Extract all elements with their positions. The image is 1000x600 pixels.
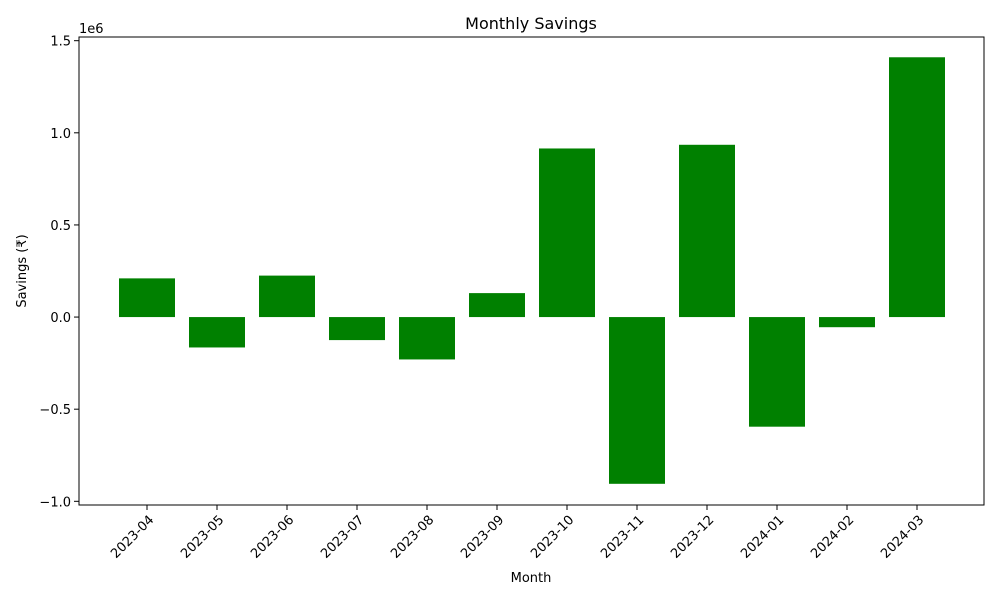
bar-2023-09	[469, 293, 525, 318]
x-tick-label: 2023-04	[108, 513, 157, 562]
y-ticks-group: −1.0 −0.5 0.0 0.5 1.0 1.5	[39, 35, 79, 510]
y-tick-label: 1.0	[50, 127, 71, 142]
y-tick-label: −1.0	[39, 495, 71, 510]
y-offset-label: 1e6	[79, 22, 104, 37]
x-tick-label: 2024-01	[738, 513, 787, 562]
x-tick-label: 2023-09	[458, 513, 507, 562]
x-ticks-group: 2023-04 2023-05 2023-06 2023-07 2023-08 2023-…	[108, 505, 927, 562]
x-tick-label: 2024-02	[808, 513, 857, 562]
bar-2024-02	[819, 317, 875, 328]
y-axis-label: Savings (₹)	[15, 234, 30, 307]
x-tick-label: 2023-11	[598, 513, 647, 562]
x-tick-label: 2023-12	[668, 513, 717, 562]
bar-2023-12	[679, 144, 735, 318]
y-tick-label: −0.5	[39, 403, 71, 418]
chart-title: Monthly Savings	[465, 14, 597, 33]
x-tick-label: 2024-03	[878, 513, 927, 562]
bar-2023-06	[259, 275, 315, 318]
bar-2023-07	[329, 317, 385, 341]
x-tick-label: 2023-08	[388, 513, 437, 562]
y-tick-label: 0.0	[50, 311, 71, 326]
x-tick-label: 2023-06	[248, 513, 297, 562]
x-axis-label: Month	[511, 571, 552, 586]
x-tick-label: 2023-10	[528, 513, 577, 562]
x-tick-label: 2023-05	[178, 513, 227, 562]
bar-2024-01	[749, 317, 805, 427]
bar-2023-05	[189, 317, 245, 348]
x-tick-label: 2023-07	[318, 513, 367, 562]
y-tick-label: 1.5	[50, 35, 71, 50]
y-tick-label: 0.5	[50, 219, 71, 234]
bar-2023-10	[539, 148, 595, 318]
bar-2024-03	[889, 57, 945, 318]
plot-frame	[78, 36, 985, 506]
bars-group	[119, 57, 945, 484]
bar-2023-04	[119, 278, 175, 318]
bar-2023-11	[609, 317, 665, 484]
bar-2023-08	[399, 317, 455, 360]
